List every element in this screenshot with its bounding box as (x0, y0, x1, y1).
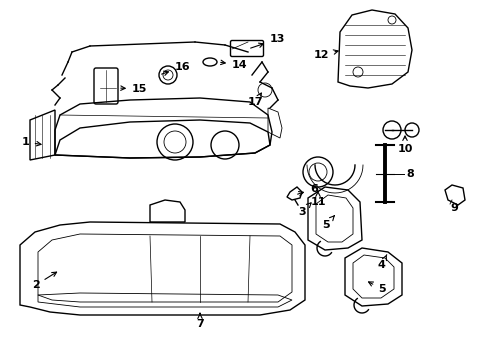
Text: 5: 5 (322, 216, 335, 230)
Text: 4: 4 (378, 255, 387, 270)
Text: 7: 7 (196, 313, 204, 329)
Text: 13: 13 (250, 34, 285, 48)
Text: 10: 10 (397, 136, 413, 154)
Text: 16: 16 (162, 62, 191, 75)
Text: 17: 17 (248, 93, 264, 107)
Text: 8: 8 (406, 169, 414, 179)
Text: 2: 2 (32, 272, 56, 290)
Text: 5: 5 (368, 282, 386, 294)
Text: 3: 3 (298, 203, 311, 217)
Text: 6: 6 (297, 184, 318, 196)
Text: 1: 1 (22, 137, 41, 147)
Text: 15: 15 (121, 84, 147, 94)
Text: 9: 9 (450, 203, 458, 213)
Text: 11: 11 (310, 192, 326, 207)
Text: 12: 12 (314, 50, 338, 60)
Text: 14: 14 (220, 60, 247, 70)
